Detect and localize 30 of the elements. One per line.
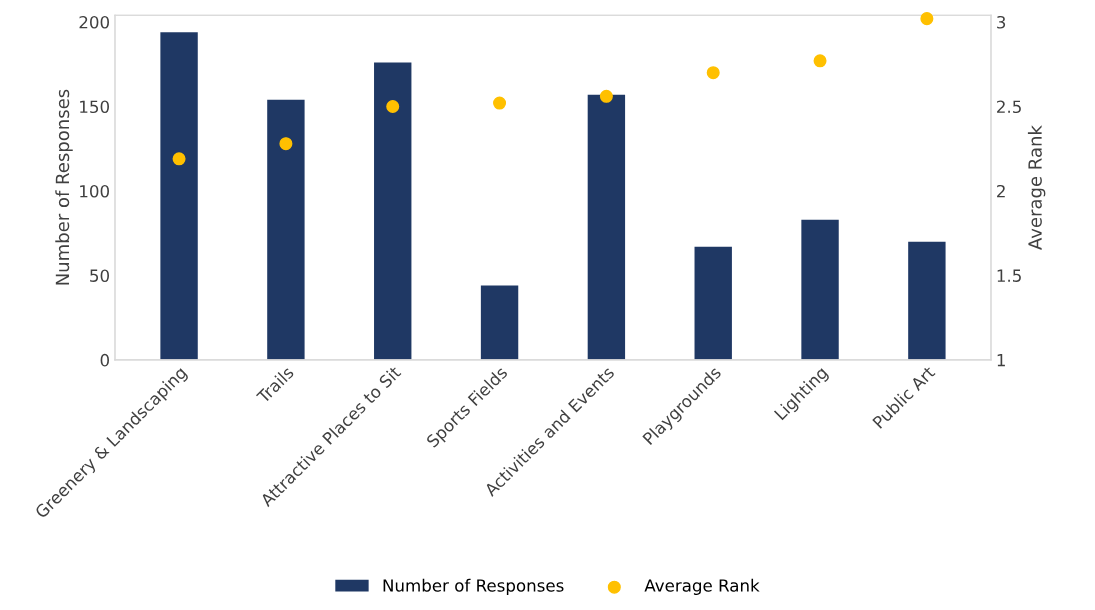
y-tick-label: 100 bbox=[80, 184, 110, 198]
y-tick-label: 200 bbox=[79, 15, 110, 29]
bar bbox=[160, 32, 198, 360]
y2-tick-label: 2 bbox=[997, 184, 1005, 198]
bar bbox=[801, 219, 839, 360]
point bbox=[493, 96, 507, 110]
point bbox=[599, 89, 613, 103]
point bbox=[706, 66, 720, 80]
y2-axis-title: Average Rank bbox=[1027, 125, 1046, 250]
point bbox=[279, 137, 293, 151]
bar bbox=[374, 62, 412, 360]
legend-label: Number of Responses bbox=[383, 578, 564, 595]
y-tick-label: 150 bbox=[80, 100, 110, 114]
y2-tick-label: 1.5 bbox=[997, 269, 1021, 282]
point bbox=[172, 152, 186, 166]
bar bbox=[480, 285, 519, 360]
point bbox=[920, 12, 934, 26]
point bbox=[386, 99, 400, 113]
y-tick-label: 0 bbox=[100, 353, 110, 367]
y-axis-title: Number of Responses bbox=[55, 89, 73, 285]
y2-tick-label: 1 bbox=[997, 354, 1005, 367]
bar bbox=[908, 241, 946, 360]
bar bbox=[587, 94, 626, 360]
bar bbox=[694, 246, 732, 360]
bar bbox=[267, 99, 305, 360]
y2-tick-label: 3 bbox=[997, 15, 1006, 29]
legend-label: Average Rank bbox=[644, 578, 760, 595]
y-tick-label: 50 bbox=[90, 269, 110, 282]
point bbox=[813, 54, 827, 68]
y2-tick-label: 2.5 bbox=[997, 100, 1021, 114]
